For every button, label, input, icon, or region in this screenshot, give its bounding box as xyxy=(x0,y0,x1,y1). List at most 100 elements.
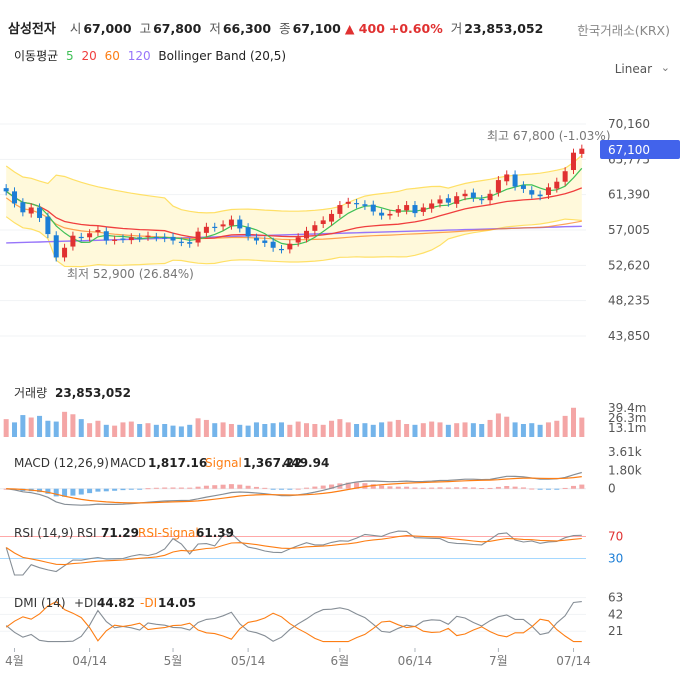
ma5-line xyxy=(5,167,583,246)
candle-body xyxy=(479,199,485,201)
macd-hist-bar xyxy=(262,487,268,489)
rsi-tick-label: 30 xyxy=(608,552,623,566)
x-tick-label: 6월 xyxy=(331,654,350,668)
candle-body xyxy=(137,237,143,239)
macd-hist-bar xyxy=(287,488,293,490)
macd-hist-value: 449.94 xyxy=(283,456,329,470)
macd-hist-bar xyxy=(412,487,418,489)
macd-hist-bar xyxy=(520,487,526,489)
candle-body xyxy=(212,226,218,229)
candle-body xyxy=(78,236,84,239)
ma60-line xyxy=(5,197,582,241)
ma-60[interactable]: 60 xyxy=(104,49,120,63)
price-tick-label: 43,850 xyxy=(608,329,650,343)
close-label: 종 xyxy=(279,21,291,36)
dmi-tick-label: 63 xyxy=(608,591,623,605)
candle-body xyxy=(128,237,134,241)
macd-hist-bar xyxy=(445,487,451,489)
bollinger-label[interactable]: Bollinger Band (20,5) xyxy=(158,49,287,63)
volume-bar xyxy=(45,420,51,437)
volume-bar xyxy=(554,420,560,437)
macd-hist-bar xyxy=(512,486,518,489)
volume-bar xyxy=(195,418,201,437)
volume-bar xyxy=(570,407,576,437)
candle-body xyxy=(487,193,493,201)
candle-body xyxy=(70,235,76,247)
volume-bar xyxy=(3,419,9,437)
macd-hist-bar xyxy=(120,488,126,491)
candle-body xyxy=(329,213,335,222)
candle-body xyxy=(445,198,451,203)
macd-hist-bar xyxy=(395,486,401,489)
macd-hist-bar xyxy=(87,488,93,494)
price-tick-label: 48,235 xyxy=(608,294,650,308)
macd-hist-bar xyxy=(320,485,326,489)
candle-body xyxy=(287,243,293,250)
rsi-line xyxy=(5,530,582,576)
macd-hist-bar xyxy=(278,488,284,490)
candle-body xyxy=(379,212,385,216)
candle-body xyxy=(37,207,43,218)
volume-bar xyxy=(187,424,193,437)
volume-bars xyxy=(3,407,585,437)
candle-body xyxy=(412,205,418,214)
volume-bar xyxy=(12,422,18,437)
macd-label: MACD xyxy=(110,456,146,470)
rsi-axis: 70 30 xyxy=(608,530,623,566)
volume-bar xyxy=(504,416,510,437)
candle-body xyxy=(570,152,576,171)
volume-bar xyxy=(137,424,143,437)
volume-bar xyxy=(162,424,168,437)
volume-bar xyxy=(512,422,518,437)
candle-body xyxy=(337,205,343,214)
volume-bar xyxy=(278,422,284,437)
volume-bar xyxy=(62,411,68,437)
macd-legend: MACD (12,26,9) MACD 1,817.16 Signal 1,36… xyxy=(14,456,329,470)
volume-bar xyxy=(320,424,326,437)
volume-value: 23,853,052 xyxy=(464,21,544,36)
candle-body xyxy=(295,237,301,243)
macd-hist-bar xyxy=(253,486,259,489)
ma-5[interactable]: 5 xyxy=(66,49,74,63)
macd-tick-label: 1.80k xyxy=(608,463,642,477)
volume-bar xyxy=(170,425,176,437)
volume-title: 거래량 xyxy=(14,386,47,400)
chevron-down-icon[interactable]: ⌄ xyxy=(660,61,670,74)
volume-bar xyxy=(562,415,568,437)
candle-body xyxy=(495,180,501,193)
candle-body xyxy=(103,231,109,241)
min-annotation: 최저 52,900 (26.84%) xyxy=(67,267,194,281)
macd-hist-bar xyxy=(545,488,551,490)
candle-body xyxy=(504,174,510,182)
macd-hist-bar xyxy=(178,487,184,489)
ma-20[interactable]: 20 xyxy=(81,49,97,63)
candle-body xyxy=(178,241,184,243)
candle-body xyxy=(278,248,284,251)
macd-hist-bar xyxy=(237,484,243,489)
ma-legend: 이동평균 5 20 60 120 Bollinger Band (20,5) xyxy=(14,47,290,64)
volume-bar xyxy=(112,425,118,437)
volume-bar xyxy=(437,422,443,437)
macd-hist-bar xyxy=(429,487,435,489)
macd-hist-bar xyxy=(162,487,168,489)
candle-body xyxy=(395,209,401,213)
x-tick-label: 07/14 xyxy=(556,654,591,668)
volume-bar xyxy=(295,421,301,437)
dmi-title: DMI (14) xyxy=(14,596,66,610)
macd-hist-bar xyxy=(570,485,576,489)
macd-hist-bar xyxy=(45,488,51,494)
ma-120[interactable]: 120 xyxy=(127,49,151,63)
candle-body xyxy=(345,201,351,204)
macd-hist-bar xyxy=(220,484,226,489)
scale-mode-select[interactable]: Linear xyxy=(614,62,652,76)
candle-body xyxy=(245,227,251,237)
volume-bar xyxy=(95,420,101,437)
ma-label: 이동평균 xyxy=(14,49,59,63)
price-tick-label: 57,005 xyxy=(608,223,650,237)
macd-hist-bar xyxy=(153,487,159,489)
candle-body xyxy=(187,242,193,244)
macd-hist-bar xyxy=(112,488,118,491)
candle-body xyxy=(203,226,209,233)
volume-bar xyxy=(228,424,234,437)
